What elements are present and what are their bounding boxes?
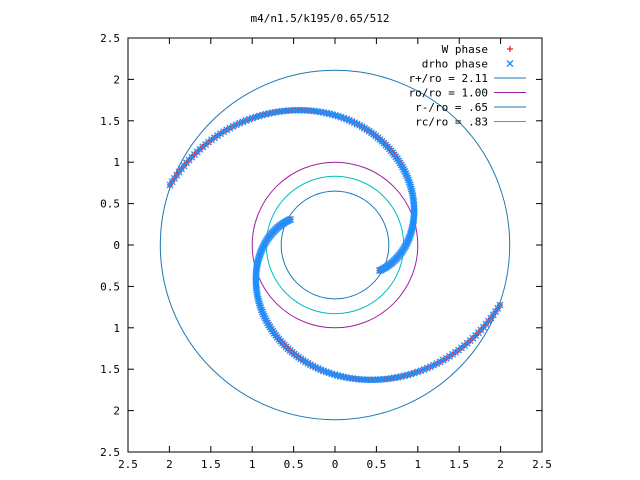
legend-label: r+/ro = 2.11 [409,72,488,85]
axes: 2.5 2 1.5 1 0.5 0 0.5 1 1.5 2 2.52.521.510.500.511… [100,32,552,471]
drho-phase-point [255,299,263,307]
y-tick-label: 0.5 [100,280,120,293]
y-tick-label: 1 [113,156,120,169]
legend-label: ro/ro = 1.00 [409,87,488,100]
drho-phase-point [170,174,178,182]
y-tick-label: 2.5 [100,32,120,45]
drho-phase-point [217,130,225,138]
drho-phase-point [407,183,415,191]
reference-circle [280,190,390,300]
x-tick-label: 2.5 [532,458,552,471]
drho-phase-point [492,308,500,316]
x-tick-label: 1.5 [449,458,469,471]
drho-phase-point [257,304,265,312]
y-tick-label: 0 [113,239,120,252]
x-tick-label: 1 [414,458,421,471]
x-tick-label: 2 [497,458,504,471]
drho-phase-point [405,178,413,186]
x-tick-label: 1.5 [201,458,221,471]
legend-label: drho phase [422,58,488,71]
drho-phase-point [496,301,504,309]
legend-label: rc/ro = .83 [415,116,488,129]
y-tick-label: 2 [113,73,120,86]
drho-phase-point [256,301,264,309]
y-tick-label: 1 [113,322,120,335]
legend-cross-marker [506,60,514,67]
legend-label: W phase [442,43,488,56]
y-tick-label: 2.5 [100,446,120,459]
drho-phase-point [220,128,228,136]
drho-phase-point [166,181,174,189]
drho-phase-point [168,178,176,186]
drho-phase-point [442,354,450,362]
y-tick-label: 1.5 [100,363,120,376]
drho-phase-point [494,304,502,312]
y-tick-label: 0.5 [100,198,120,211]
drho-phase-point [445,352,453,360]
data-points [166,106,504,384]
x-tick-label: 0 [332,458,339,471]
x-tick-label: 0.5 [284,458,304,471]
x-tick-label: 0.5 [366,458,386,471]
reference-circle [265,175,405,315]
x-tick-label: 1 [249,458,256,471]
legend-label: r-/ro = .65 [415,101,488,114]
y-tick-label: 2 [113,405,120,418]
x-tick-label: 2 [166,458,173,471]
x-tick-label: 2.5 [118,458,138,471]
reference-circle [251,161,419,329]
chart-title: m4/n1.5/k195/0.65/512 [250,12,389,25]
reference-circle [159,69,511,421]
drho-phase-point [406,181,414,189]
y-tick-label: 1.5 [100,115,120,128]
